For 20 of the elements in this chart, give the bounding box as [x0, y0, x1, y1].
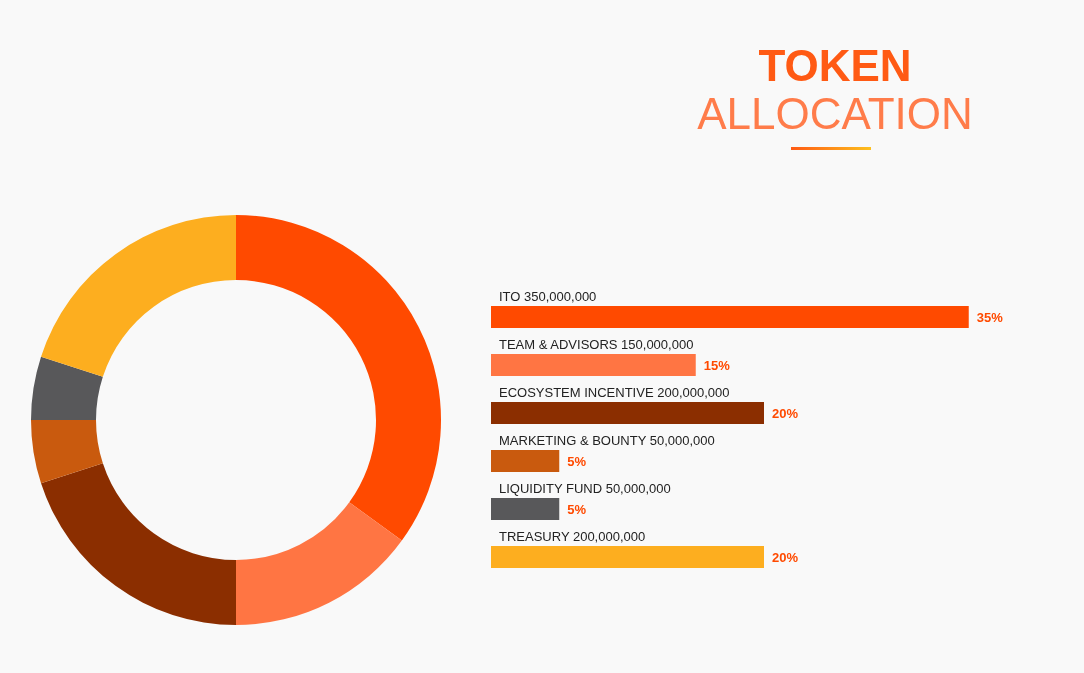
- y-tick-label: TREASURY 200,000,000: [499, 529, 646, 544]
- y-tick-label: MARKETING & BOUNTY 50,000,000: [499, 433, 715, 448]
- y-tick-label: TEAM & ADVISORS 150,000,000: [499, 337, 694, 352]
- chart-subtitle: ALLOCATION: [697, 88, 973, 138]
- data-label: 15%: [703, 357, 731, 373]
- bar: [491, 354, 696, 376]
- y-tick-label: ECOSYSTEM INCENTIVE 200,000,000: [499, 385, 730, 400]
- data-label: 20%: [772, 549, 799, 565]
- chart-title: TOKEN: [758, 40, 912, 90]
- data-label: 20%: [772, 405, 799, 421]
- data-label: 5%: [567, 501, 587, 517]
- bar: [491, 546, 764, 568]
- bar: [491, 450, 560, 472]
- data-label: 35%: [976, 309, 1004, 325]
- bar: [491, 306, 969, 328]
- data-label: 5%: [567, 453, 587, 469]
- bar: [491, 402, 764, 424]
- y-tick-label: LIQUIDITY FUND 50,000,000: [499, 481, 671, 496]
- bar: [491, 498, 560, 520]
- y-tick-label: ITO 350,000,000: [499, 289, 597, 304]
